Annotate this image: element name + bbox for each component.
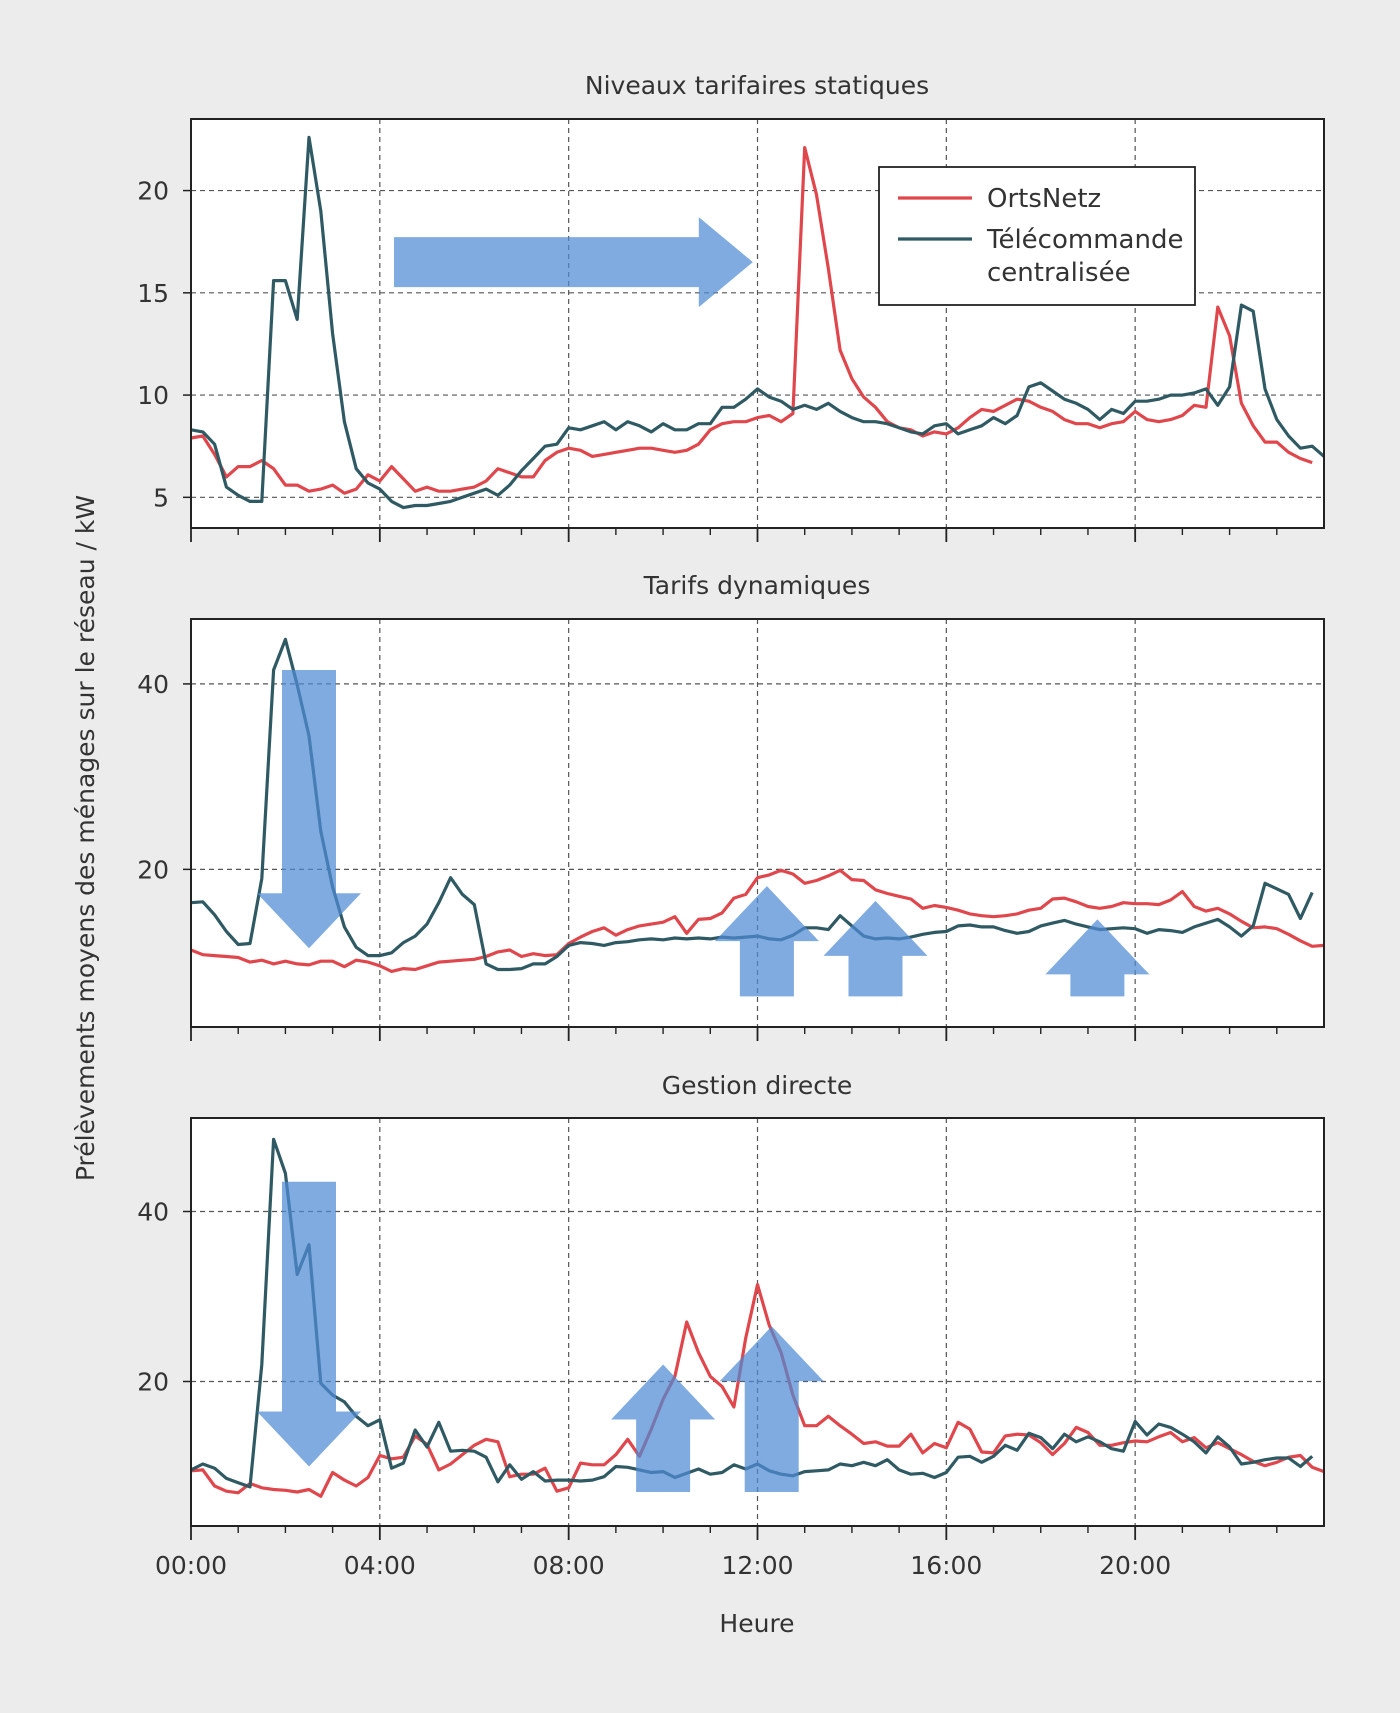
series-line-ortsnetz	[190, 146, 1313, 495]
y-tick-label: 20	[137, 1368, 169, 1397]
panel-title: Tarifs dynamiques	[643, 571, 871, 600]
y-tick-label: 40	[137, 670, 169, 699]
x-tick-label: 16:00	[910, 1551, 982, 1580]
arrow-up	[611, 1364, 716, 1492]
legend-box	[878, 166, 1196, 306]
x-tick-label: 12:00	[721, 1551, 793, 1580]
y-tick-label: 20	[137, 855, 169, 884]
x-tick-label: 00:00	[155, 1551, 227, 1580]
arrow-up	[714, 886, 819, 997]
legend-label-ortsnetz: OrtsNetz	[987, 184, 1101, 214]
arrow-up	[719, 1326, 824, 1492]
legend-label-telecommande: Télécommande centralisée	[986, 225, 1183, 288]
x-tick-label: 20:00	[1099, 1551, 1171, 1580]
panel-title: Niveaux tarifaires statiques	[585, 71, 929, 100]
arrow-up	[823, 900, 928, 997]
series-line-télécommande-centralisée	[190, 135, 1326, 510]
y-tick-label: 5	[153, 483, 169, 512]
panel-3: 20 40 00:00 04:00 08:00 12:00 16:00 20:00 Gestio…	[137, 1071, 1325, 1580]
series-line-ortsnetz	[190, 868, 1325, 973]
series-line-ortsnetz	[190, 1283, 1325, 1498]
x-axis-label: Heure	[719, 1609, 794, 1638]
legend: OrtsNetz Télécommande centralisée	[878, 166, 1196, 306]
arrow-down	[257, 1181, 361, 1467]
arrow-down	[257, 670, 361, 949]
x-tick-label: 08:00	[533, 1551, 605, 1580]
y-tick-label: 20	[137, 177, 169, 206]
x-tick-label: 04:00	[344, 1551, 416, 1580]
y-tick-label: 40	[137, 1198, 169, 1227]
panel-1: 5 10 15 20 Niveaux tarifaires statiques	[137, 71, 1326, 542]
y-axis-label: Prélèvements moyens des ménages sur le r…	[71, 495, 100, 1181]
y-tick-label: 15	[137, 279, 169, 308]
chart-panels: 5 10 15 20 Niveaux tarifaires statiques 20 40 T…	[137, 71, 1326, 1580]
arrow-up	[1045, 919, 1150, 997]
panel-title: Gestion directe	[662, 1071, 852, 1100]
y-tick-label: 10	[137, 381, 169, 410]
arrow-right	[394, 217, 753, 308]
panel-2: 20 40 Tarifs dynamiques	[137, 571, 1325, 1041]
